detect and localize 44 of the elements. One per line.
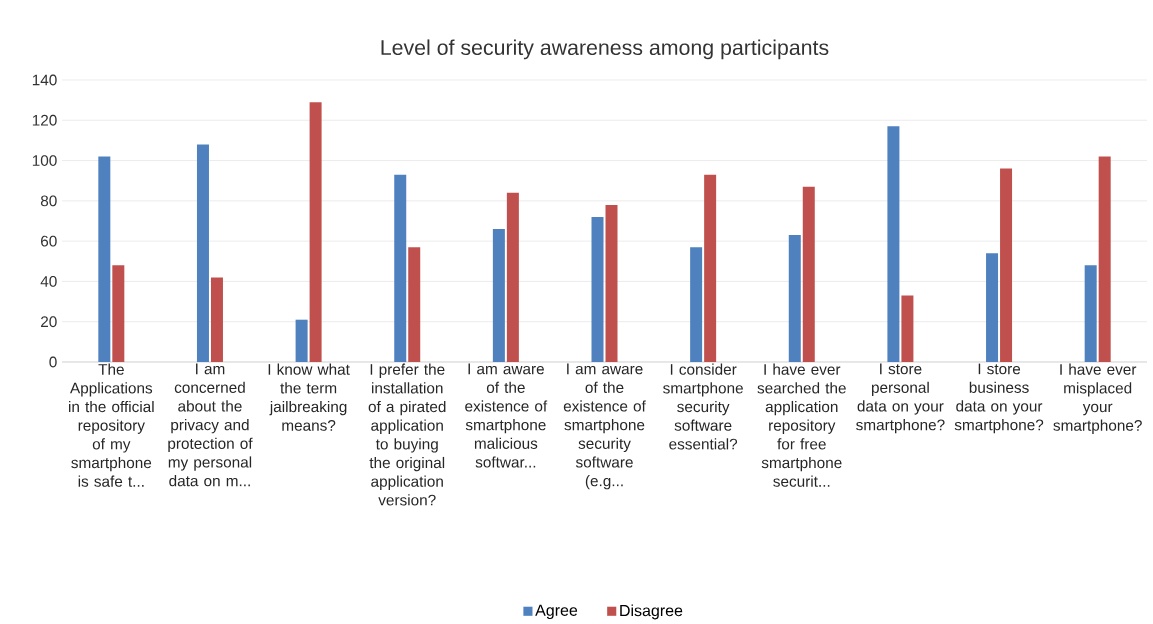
y-tick-label: 20: [41, 316, 57, 328]
x-tick-label: I am aware of the existence of smartphone security software (e.g...: [563, 363, 646, 490]
bar: [605, 204, 618, 362]
bar: [506, 192, 519, 362]
x-tick-label: I store personal data on your smartphone?: [856, 363, 945, 434]
y-tick-label: 60: [41, 235, 57, 247]
y-tick-label: 80: [40, 195, 57, 207]
bar: [492, 229, 505, 362]
bar: [1084, 265, 1097, 362]
x-tick-label: I am aware of the existence of smartphone malicious softwar...: [465, 363, 548, 468]
y-tick-label: 120: [32, 114, 57, 126]
legend-label: Disagree: [620, 604, 683, 620]
legend-label: Agree: [535, 604, 578, 620]
x-tick-label: I prefer the installation of a pirated application to buying the original application version?: [368, 363, 446, 506]
x-tick-label: I know what the term jailbreaking means?: [268, 363, 350, 431]
bar: [394, 174, 407, 362]
bar: [112, 265, 125, 362]
bar: [986, 253, 999, 362]
x-tick-label: I consider smartphone security software essential?: [663, 363, 743, 450]
bar: [1000, 168, 1013, 362]
x-tick-label: I have ever searched the application repository for free smartphone securit...: [757, 363, 846, 487]
y-tick-label: 40: [40, 275, 57, 287]
y-tick-label: 100: [32, 155, 57, 166]
bar: [788, 235, 801, 362]
bar: [295, 319, 308, 362]
bar: [1098, 156, 1111, 362]
x-tick-label: I store business data on your smartphone?: [954, 363, 1044, 434]
y-tick-label: 140: [32, 74, 57, 86]
bar: [98, 156, 111, 362]
x-tick-label: I have ever misplaced your smartphone?: [1053, 363, 1142, 434]
bar: [196, 144, 209, 362]
y-tick-label: 0: [49, 356, 57, 368]
x-tick-label: The Applications in the official repository of my smartphone is safe t...: [69, 363, 154, 487]
x-tick-label: I am concerned about the privacy and protection of my personal data on m...: [168, 363, 253, 487]
bar: [591, 216, 604, 362]
bar: [704, 174, 717, 362]
bar: [408, 247, 421, 362]
bar: [901, 295, 914, 362]
bar: [887, 126, 900, 362]
chart-title: Level of security awareness among participants: [381, 39, 829, 60]
bar: [210, 277, 223, 362]
bar: [690, 247, 703, 362]
bar: [309, 102, 322, 362]
bar: [802, 186, 815, 362]
